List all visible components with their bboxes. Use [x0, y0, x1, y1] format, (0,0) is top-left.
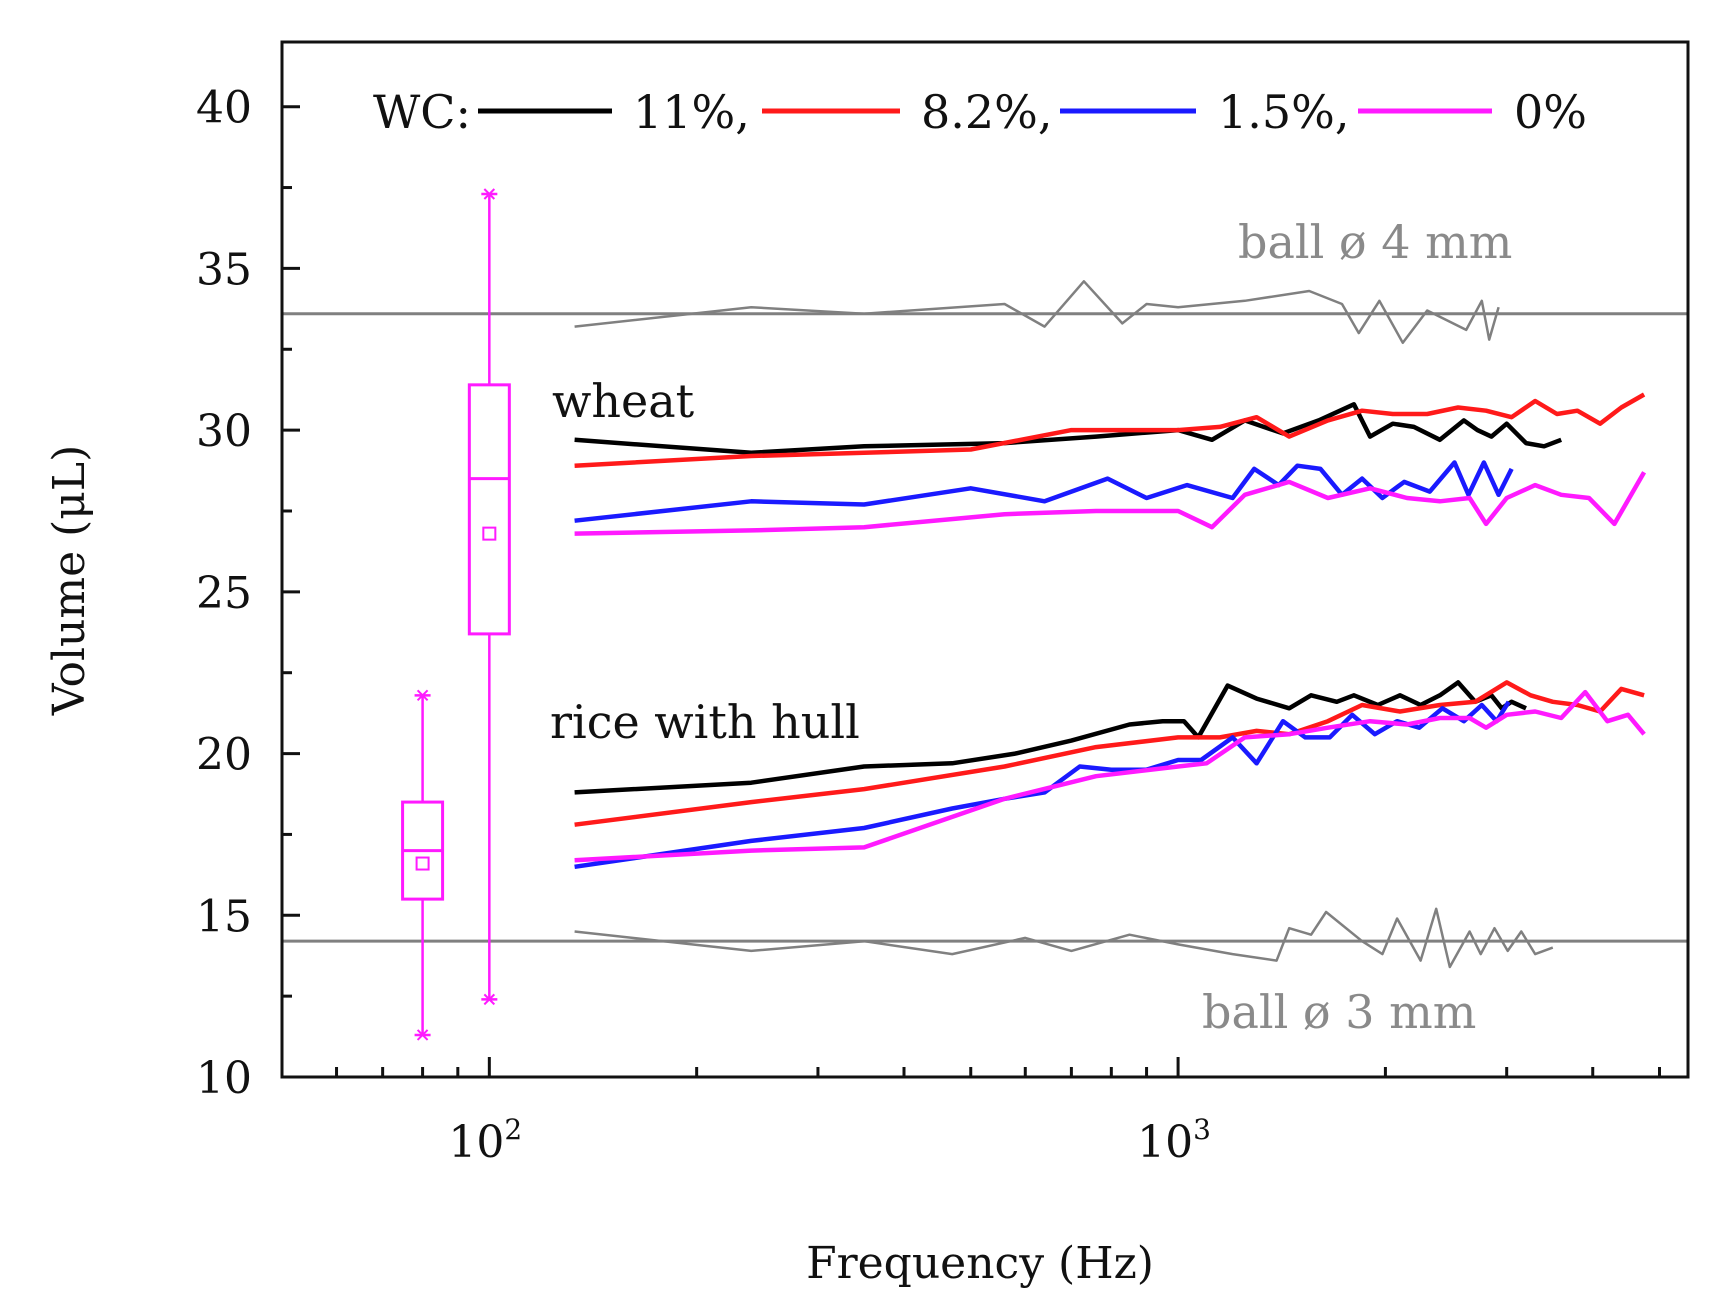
- legend: WC: 11%, 8.2%, 1.5%, 0%: [373, 85, 1587, 139]
- rice-label: rice with hull: [550, 695, 860, 749]
- y-tick-label: 25: [196, 568, 252, 619]
- plot-frame: [280, 40, 1690, 1079]
- series-line: [574, 402, 1562, 456]
- series-line: [574, 471, 1647, 536]
- box-extreme-marker: [416, 689, 429, 702]
- series-line: [574, 460, 1514, 523]
- ball-3mm-label: ball ø 3 mm: [1202, 985, 1476, 1039]
- series-line: [574, 392, 1646, 468]
- box-extreme-marker: [483, 188, 496, 200]
- series-line: [574, 680, 1527, 795]
- box-body: [467, 383, 511, 636]
- legend-label-1-5: 1.5%,: [1218, 85, 1350, 139]
- ball-4mm-label: ball ø 4 mm: [1238, 215, 1512, 269]
- y-tick-label: 20: [196, 730, 252, 781]
- box-extreme-marker: [483, 993, 496, 1006]
- tick-layer: 10 15 20 25 30 35 40 102 103: [196, 83, 1661, 1168]
- y-tick-label: 15: [196, 891, 252, 942]
- reference-measured-line: [574, 907, 1554, 969]
- legend-label-11: 11%,: [633, 85, 750, 139]
- legend-label-8-2: 8.2%,: [921, 85, 1053, 139]
- x-tick-label: 103: [1137, 1113, 1211, 1168]
- reference-measured-line: [574, 280, 1500, 345]
- legend-prefix: WC:: [373, 85, 471, 139]
- y-axis-title: Volume (μL): [44, 445, 95, 717]
- reference-lines: [282, 280, 1688, 969]
- box-mean: [415, 856, 430, 871]
- box-mean: [482, 526, 497, 541]
- y-tick-label: 10: [196, 1053, 252, 1104]
- legend-label-0: 0%: [1514, 85, 1587, 139]
- series-lines: [574, 392, 1647, 870]
- x-axis-title: Frequency (Hz): [806, 1238, 1154, 1289]
- y-tick-label: 40: [196, 83, 252, 134]
- box-extreme-marker: [416, 1029, 429, 1041]
- series-line: [574, 689, 1646, 863]
- x-tick-label: 102: [448, 1113, 522, 1168]
- boxplots: [401, 188, 511, 1041]
- y-tick-label: 35: [196, 244, 252, 295]
- series-line: [574, 680, 1645, 827]
- wheat-label: wheat: [552, 374, 695, 428]
- y-tick-label: 30: [196, 406, 252, 457]
